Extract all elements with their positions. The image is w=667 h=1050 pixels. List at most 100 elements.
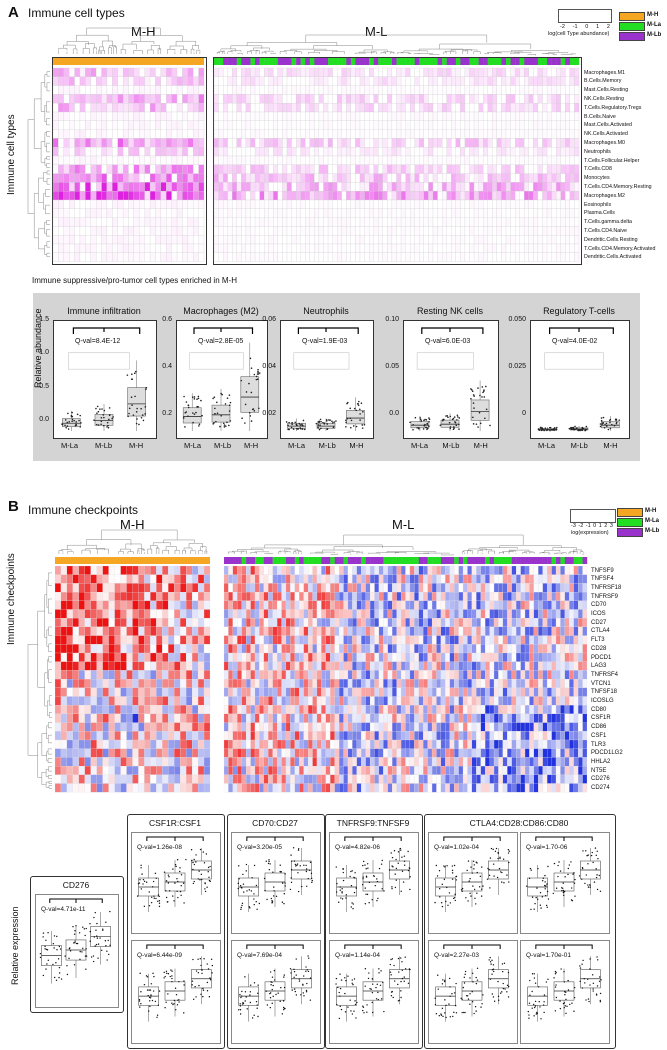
heat-cell: [90, 609, 97, 619]
heat-cell: [84, 687, 91, 697]
heat-cell: [272, 574, 278, 584]
heat-cell: [414, 565, 419, 575]
heat-cell: [126, 652, 133, 662]
mh-group-bar: [53, 58, 204, 65]
heat-cell: [60, 731, 68, 741]
heat-cell: [60, 565, 68, 575]
ml-group-cell: [223, 58, 228, 65]
panel-a-letter: A: [8, 4, 19, 21]
heat-cell: [120, 696, 127, 706]
heat-cell: [60, 739, 68, 749]
heat-cell: [96, 583, 103, 593]
heat-cell: [144, 722, 151, 732]
heat-cell: [90, 696, 97, 706]
heat-cell: [162, 678, 169, 688]
heat-cell: [90, 687, 97, 697]
ml-group-cell: [245, 58, 251, 65]
heat-cell: [144, 687, 151, 697]
heat-cell: [108, 765, 115, 775]
heat-cell: [573, 565, 579, 575]
scale-tick: 2: [606, 24, 610, 30]
heat-cell: [498, 565, 503, 575]
heat-cell: [96, 696, 103, 706]
heat-cell: [120, 583, 127, 593]
heat-cell: [356, 583, 362, 593]
heat-cell: [72, 670, 79, 680]
heat-cell: [263, 583, 269, 593]
ml-group-cell: [281, 557, 287, 564]
ml-group-cell: [498, 557, 504, 564]
heat-cell: [268, 574, 273, 584]
heat-cell: [78, 757, 85, 767]
heat-cell: [290, 565, 295, 575]
heat-cell: [392, 565, 397, 575]
ml-group-cell: [314, 58, 320, 65]
heat-cell: [192, 644, 199, 654]
heat-cell: [144, 644, 151, 654]
heat-cell: [186, 618, 193, 628]
heat-cell: [374, 565, 380, 575]
heat-cell: [203, 565, 211, 575]
ml-group-cell: [564, 557, 570, 564]
heat-cell: [150, 783, 157, 793]
heat-cell: [138, 644, 145, 654]
heat-cell: [197, 757, 205, 767]
heat-cell: [84, 731, 91, 741]
heat-cell: [156, 705, 163, 715]
heat-cell: [361, 565, 366, 575]
heat-cell: [321, 583, 326, 593]
panel-a-scale-label: log(cell Type abundance): [548, 31, 610, 37]
heat-cell: [84, 783, 91, 793]
heat-cell: [150, 713, 157, 723]
heat-cell: [162, 757, 169, 767]
heat-cell: [162, 609, 169, 619]
heat-cell: [192, 626, 199, 636]
ml-group-cell: [405, 557, 411, 564]
heat-cell: [150, 757, 157, 767]
heat-cell: [102, 687, 109, 697]
heat-cell: [120, 565, 127, 575]
ml-group-cell: [224, 557, 229, 564]
heat-cell: [72, 583, 79, 593]
ml-group-cell: [494, 557, 499, 564]
heat-cell: [54, 618, 62, 628]
heat-cell: [427, 574, 433, 584]
heat-cell: [90, 757, 97, 767]
ml-group-cell: [334, 557, 340, 564]
ml-group-cell: [471, 557, 477, 564]
heat-cell: [144, 618, 151, 628]
heat-cell: [138, 670, 145, 680]
heat-cell: [378, 565, 384, 575]
heat-cell: [186, 644, 193, 654]
heat-cell: [72, 609, 79, 619]
heat-cell: [150, 705, 157, 715]
heat-cell: [90, 635, 97, 645]
heat-cell: [84, 722, 91, 732]
heat-cell: [203, 765, 211, 775]
ml-group-cell: [308, 557, 313, 564]
heat-cell: [223, 574, 229, 584]
panel-a-scale-bar: [558, 9, 612, 23]
heat-cell: [72, 687, 79, 697]
heat-cell: [144, 591, 151, 601]
heat-cell: [162, 783, 169, 793]
heat-cell: [186, 565, 193, 575]
heat-cell: [114, 565, 121, 575]
heat-cell: [299, 565, 304, 575]
heat-cell: [462, 574, 468, 584]
ml-group-cell: [428, 58, 434, 65]
ml-group-cell: [294, 557, 300, 564]
heat-cell: [316, 565, 322, 575]
ml-group-cell: [282, 58, 288, 65]
ml-group-cell: [501, 58, 507, 65]
heat-cell: [582, 574, 588, 584]
heat-cell: [180, 652, 187, 662]
heat-cell: [471, 574, 477, 584]
heat-cell: [120, 765, 127, 775]
heat-cell: [427, 565, 433, 575]
heat-cell: [78, 783, 85, 793]
ml-group-cell: [476, 557, 481, 564]
heat-cell: [96, 618, 103, 628]
heat-cell: [250, 565, 256, 575]
heat-cell: [102, 661, 109, 671]
